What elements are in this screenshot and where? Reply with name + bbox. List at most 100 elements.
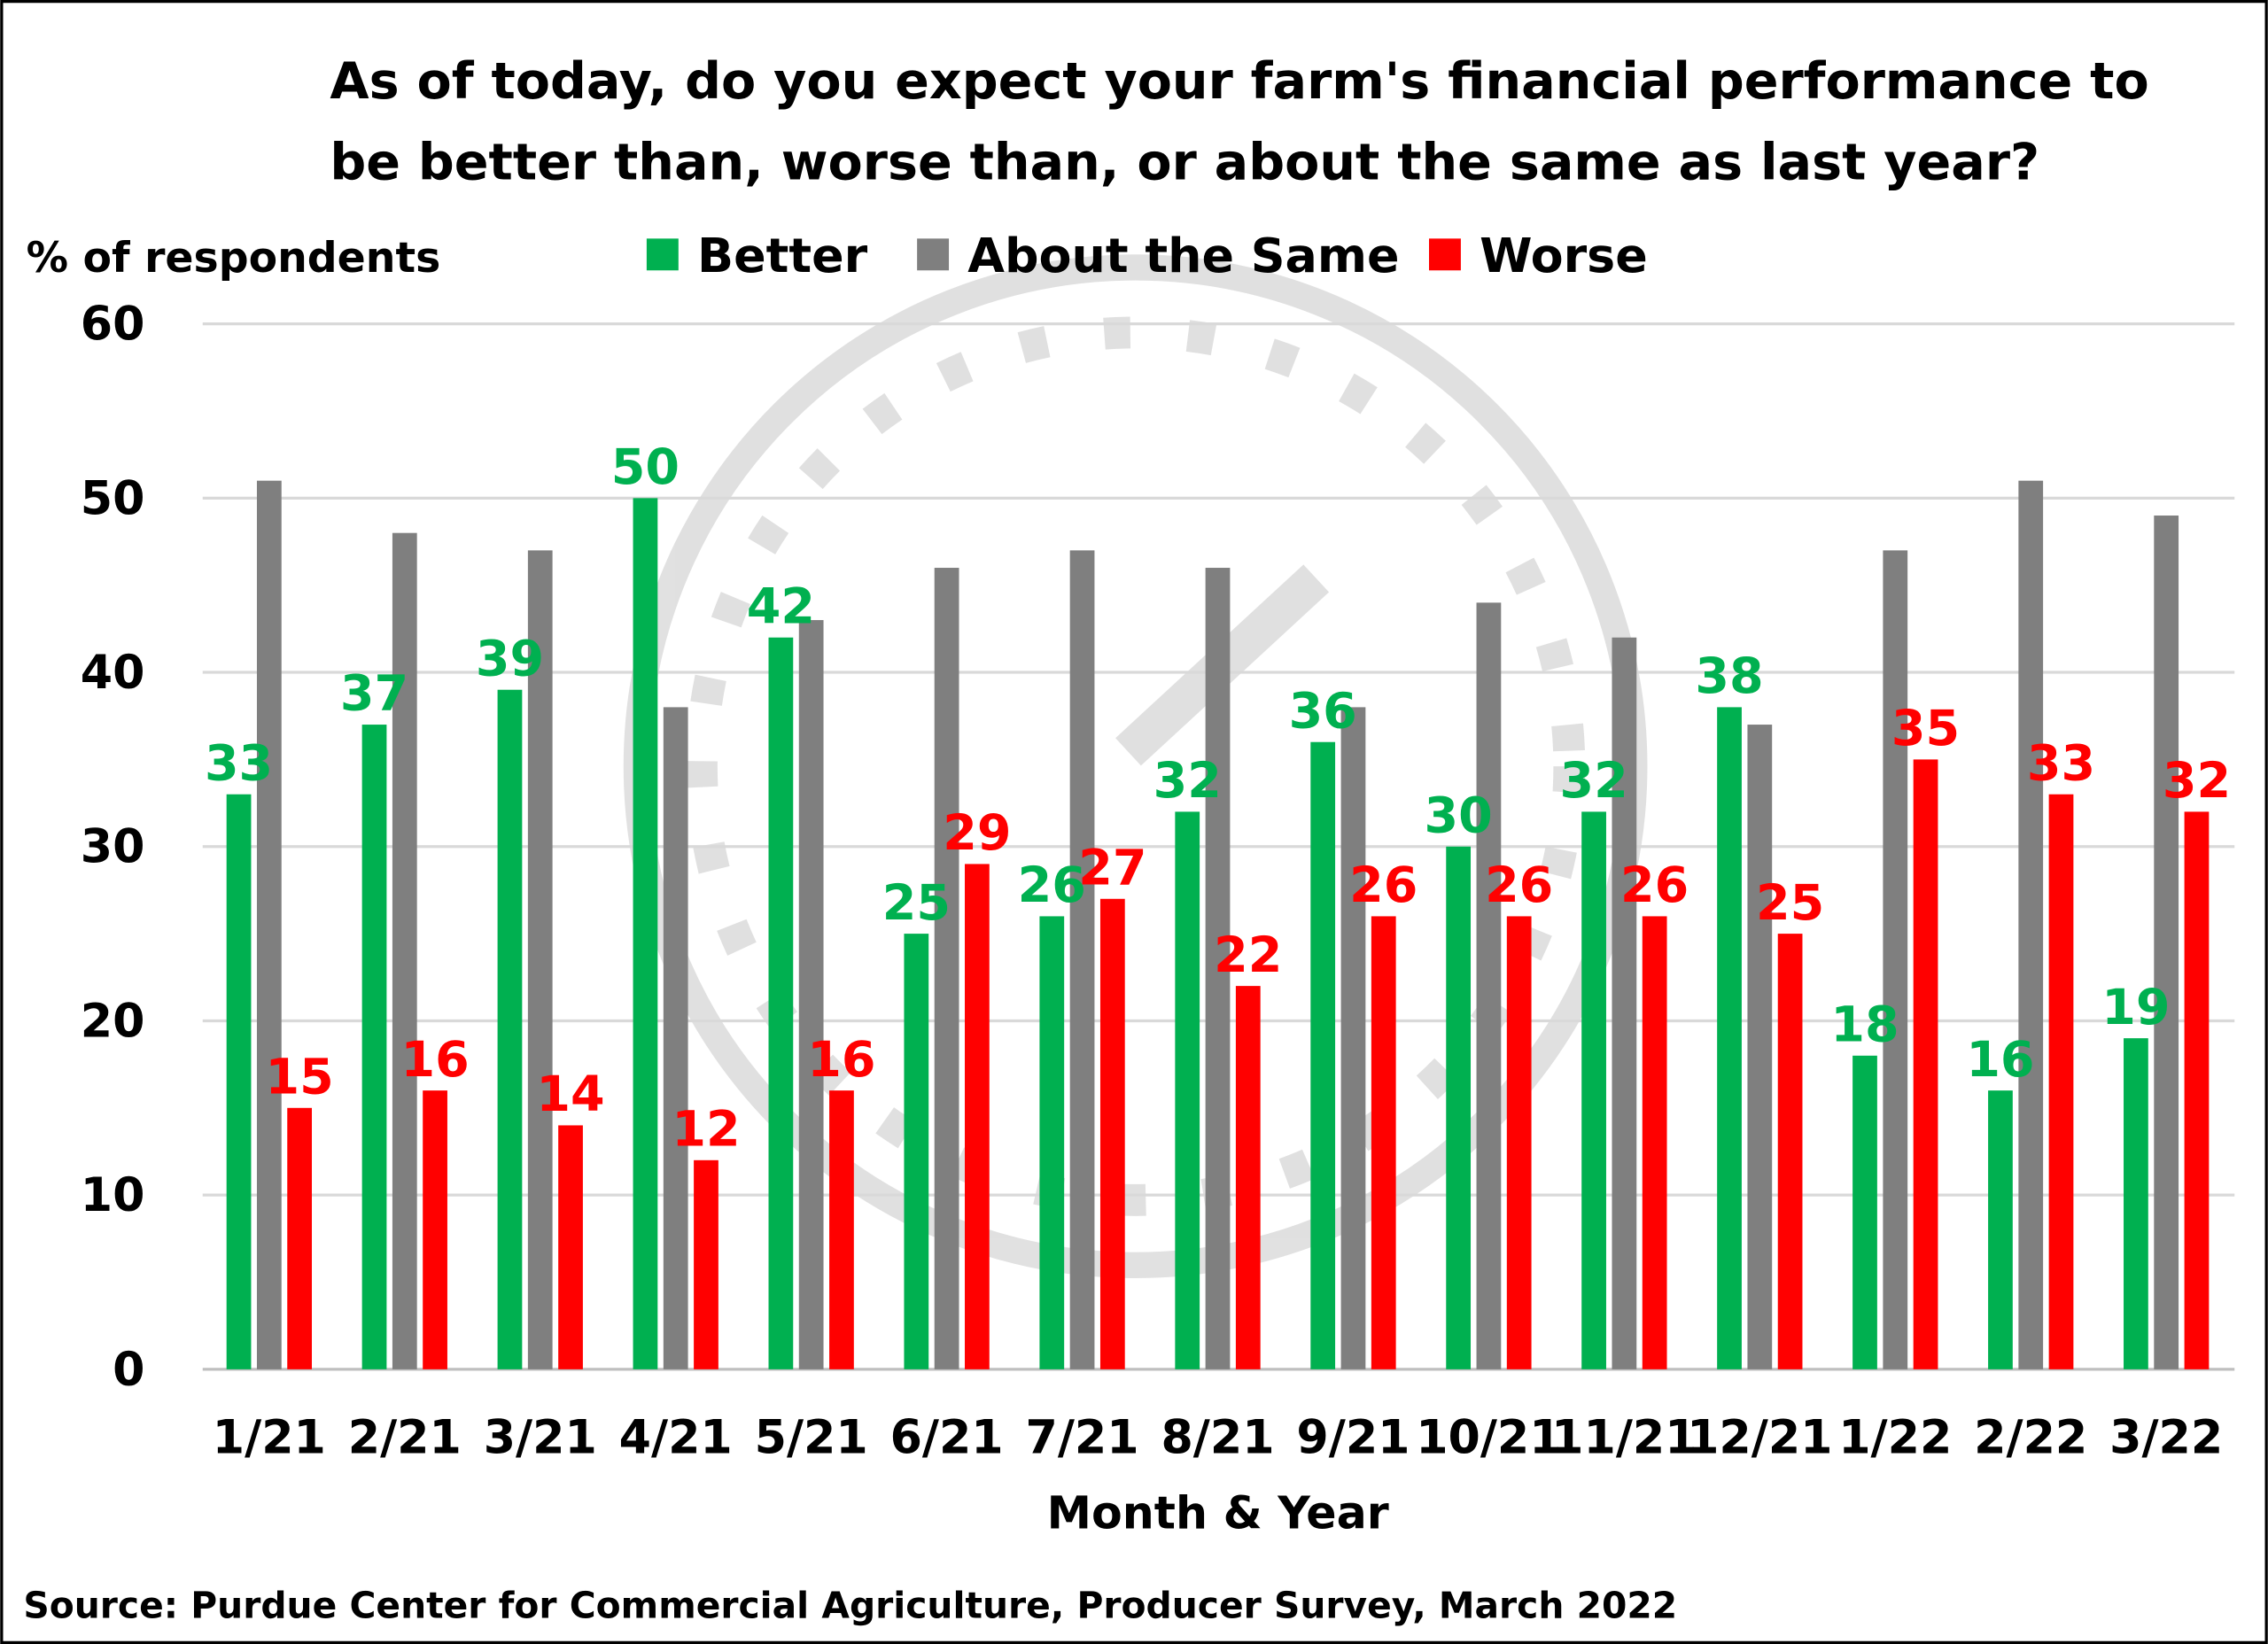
y-tick-40: 40: [81, 647, 145, 700]
bar-about-the-same-2/22: [2018, 480, 2044, 1369]
data-label-better-8/21: 32: [1153, 752, 1222, 810]
chart-title-line-2: be better than, worse than, or about the…: [330, 133, 2039, 191]
bar-worse-9/21: [1371, 916, 1396, 1369]
y-tick-labels: 0 10 20 30 40 50 60: [81, 299, 145, 1397]
data-label-worse-3/21: 14: [536, 1066, 604, 1123]
bar-better-4/21: [633, 498, 658, 1369]
data-label-worse-6/21: 29: [943, 804, 1011, 862]
data-label-better-7/21: 26: [1018, 857, 1086, 914]
bar-worse-3/21: [558, 1125, 583, 1369]
bar-better-3/22: [2124, 1038, 2148, 1369]
bar-better-2/22: [1988, 1090, 2013, 1369]
bar-better-12/21: [1717, 707, 1742, 1369]
bar-better-1/22: [1852, 1055, 1877, 1369]
data-label-worse-7/21: 27: [1078, 839, 1146, 896]
legend-label-1: About the Same: [967, 228, 1399, 283]
x-tick-1/22: 1/22: [1838, 1412, 1952, 1465]
bar-better-7/21: [1039, 916, 1065, 1369]
bar-about-the-same-6/21: [934, 568, 959, 1369]
bar-worse-1/21: [287, 1107, 312, 1369]
x-tick-8/21: 8/21: [1161, 1412, 1274, 1465]
x-tick-2/22: 2/22: [1974, 1412, 2087, 1465]
data-label-better-1/21: 33: [205, 734, 273, 792]
data-label-better-12/21: 38: [1695, 648, 1763, 705]
data-label-worse-2/22: 33: [2027, 734, 2095, 792]
bars: [226, 480, 2210, 1369]
bar-worse-6/21: [965, 864, 990, 1369]
x-tick-10/21: 10/21: [1416, 1412, 1561, 1465]
bar-better-1/21: [226, 794, 252, 1369]
x-tick-1/21: 1/21: [213, 1412, 326, 1465]
bar-about-the-same-5/21: [798, 620, 824, 1369]
legend-label-2: Worse: [1480, 228, 1648, 283]
bar-worse-3/22: [2184, 811, 2210, 1369]
bar-worse-2/22: [2048, 794, 2074, 1369]
bar-about-the-same-1/22: [1883, 550, 1908, 1369]
bar-about-the-same-8/21: [1205, 568, 1231, 1369]
data-label-better-3/22: 19: [2101, 979, 2170, 1036]
x-tick-2/21: 2/21: [348, 1412, 462, 1465]
y-tick-30: 30: [81, 821, 145, 874]
x-tick-9/21: 9/21: [1296, 1412, 1410, 1465]
data-label-worse-10/21: 26: [1485, 857, 1553, 914]
data-label-better-10/21: 30: [1425, 787, 1493, 844]
legend-swatch-1: [917, 238, 950, 271]
bar-worse-8/21: [1235, 986, 1261, 1369]
data-labels: 3315371639145012421625292627322236263026…: [205, 438, 2231, 1158]
x-tick-5/21: 5/21: [755, 1412, 868, 1465]
y-tick-20: 20: [81, 995, 145, 1048]
bar-better-8/21: [1175, 811, 1200, 1369]
data-label-worse-9/21: 26: [1349, 857, 1418, 914]
y-tick-60: 60: [81, 299, 145, 352]
bar-worse-7/21: [1099, 898, 1125, 1369]
bar-better-11/21: [1581, 811, 1606, 1369]
data-label-worse-12/21: 25: [1756, 874, 1824, 932]
y-tick-10: 10: [81, 1169, 145, 1222]
bar-about-the-same-11/21: [1612, 637, 1637, 1369]
bar-worse-5/21: [829, 1090, 854, 1369]
data-label-better-4/21: 50: [611, 438, 680, 496]
chart-title-line-1: As of today, do you expect your farm's f…: [330, 52, 2148, 111]
bar-about-the-same-3/22: [2154, 516, 2179, 1369]
bar-about-the-same-4/21: [663, 707, 688, 1369]
y-tick-50: 50: [81, 472, 145, 525]
bar-better-10/21: [1446, 846, 1472, 1369]
x-tick-12/21: 12/21: [1687, 1412, 1832, 1465]
data-label-better-2/21: 37: [340, 665, 408, 723]
data-label-better-9/21: 36: [1289, 682, 1357, 740]
bar-better-2/21: [361, 725, 387, 1369]
bar-worse-1/22: [1913, 759, 1938, 1369]
x-tick-3/22: 3/22: [2109, 1412, 2223, 1465]
bar-about-the-same-10/21: [1476, 602, 1502, 1369]
x-tick-3/21: 3/21: [484, 1412, 597, 1465]
data-label-better-2/22: 16: [1966, 1031, 2034, 1089]
bar-better-5/21: [768, 637, 794, 1369]
bar-about-the-same-1/21: [256, 480, 282, 1369]
x-tick-labels: 1/21 2/21 3/21 4/21 5/21 6/21 7/21 8/21 9/21 10/2…: [213, 1412, 2223, 1465]
bar-worse-4/21: [694, 1159, 718, 1369]
bar-worse-2/21: [423, 1090, 447, 1369]
x-tick-11/21: 11/21: [1551, 1412, 1697, 1465]
bar-better-6/21: [904, 934, 929, 1369]
x-axis-label: Month & Year: [1047, 1486, 1389, 1539]
data-label-better-3/21: 39: [476, 630, 544, 687]
data-label-worse-11/21: 26: [1620, 857, 1689, 914]
data-label-worse-2/21: 16: [400, 1031, 469, 1089]
legend-label-0: Better: [697, 228, 868, 283]
bar-about-the-same-9/21: [1340, 707, 1366, 1369]
bar-about-the-same-12/21: [1747, 725, 1773, 1369]
y-axis-label: % of respondents: [27, 234, 441, 283]
data-label-better-1/22: 18: [1830, 996, 1899, 1053]
legend: Better About the Same Worse: [646, 228, 1648, 283]
bar-worse-10/21: [1506, 916, 1532, 1369]
data-label-better-6/21: 25: [882, 874, 951, 932]
x-tick-6/21: 6/21: [890, 1412, 1004, 1465]
data-label-worse-1/21: 15: [266, 1048, 334, 1105]
bar-better-9/21: [1310, 741, 1336, 1369]
data-label-worse-5/21: 16: [807, 1031, 875, 1089]
bar-better-3/21: [497, 689, 523, 1369]
x-tick-7/21: 7/21: [1026, 1412, 1139, 1465]
data-label-worse-1/22: 35: [1891, 700, 1960, 757]
bar-about-the-same-3/21: [527, 550, 553, 1369]
